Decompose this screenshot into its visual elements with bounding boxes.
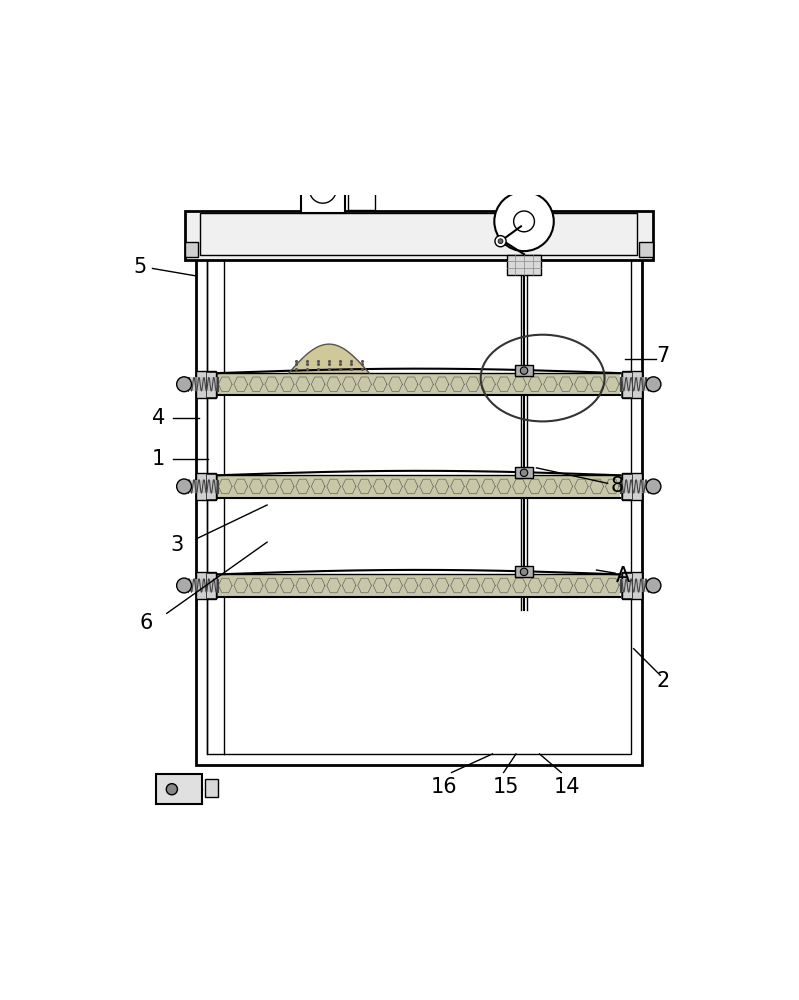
Bar — [621, 474, 632, 499]
Bar — [622, 371, 642, 398]
Bar — [185, 242, 198, 257]
Text: 5: 5 — [133, 257, 147, 277]
Bar — [188, 377, 217, 391]
Bar — [217, 574, 620, 597]
Bar — [622, 572, 642, 599]
Circle shape — [498, 239, 503, 244]
Bar — [639, 242, 653, 257]
Circle shape — [514, 211, 535, 232]
Bar — [217, 475, 620, 498]
Bar — [206, 474, 217, 499]
Text: 3: 3 — [171, 535, 184, 555]
Bar — [515, 467, 533, 478]
Bar — [196, 257, 642, 765]
Circle shape — [177, 578, 192, 593]
Circle shape — [646, 479, 661, 494]
Bar — [185, 211, 653, 260]
Bar — [620, 480, 650, 493]
Bar — [300, 190, 345, 213]
Bar — [188, 579, 217, 592]
Bar — [622, 473, 642, 500]
Text: 15: 15 — [492, 777, 519, 797]
Text: 1: 1 — [152, 449, 165, 469]
Text: 2: 2 — [657, 671, 670, 691]
Text: 4: 4 — [152, 408, 165, 428]
Text: 16: 16 — [430, 777, 457, 797]
Circle shape — [177, 479, 192, 494]
Circle shape — [166, 784, 177, 795]
Bar — [217, 373, 620, 395]
Text: 14: 14 — [555, 777, 581, 797]
Circle shape — [520, 568, 528, 576]
Circle shape — [495, 192, 554, 251]
Bar — [515, 566, 533, 577]
Text: 7: 7 — [657, 346, 670, 366]
Bar — [620, 579, 650, 592]
Circle shape — [177, 377, 192, 392]
Text: 8: 8 — [610, 476, 623, 496]
Bar — [207, 257, 630, 754]
Bar — [515, 365, 533, 376]
Circle shape — [520, 367, 528, 374]
Circle shape — [495, 236, 506, 247]
Circle shape — [646, 578, 661, 593]
Bar — [507, 255, 542, 275]
Bar — [196, 371, 216, 398]
Circle shape — [520, 469, 528, 477]
Bar — [205, 779, 218, 797]
Circle shape — [646, 377, 661, 392]
Bar — [201, 213, 638, 255]
Bar — [621, 573, 632, 598]
Bar — [188, 480, 217, 493]
Text: 6: 6 — [140, 613, 153, 633]
Bar — [196, 473, 216, 500]
Bar — [206, 573, 217, 598]
Text: A: A — [616, 566, 630, 586]
Bar — [196, 572, 216, 599]
Bar — [620, 377, 650, 391]
Bar — [348, 192, 376, 210]
Bar — [621, 372, 632, 397]
Bar — [206, 372, 217, 397]
Bar — [156, 774, 202, 804]
